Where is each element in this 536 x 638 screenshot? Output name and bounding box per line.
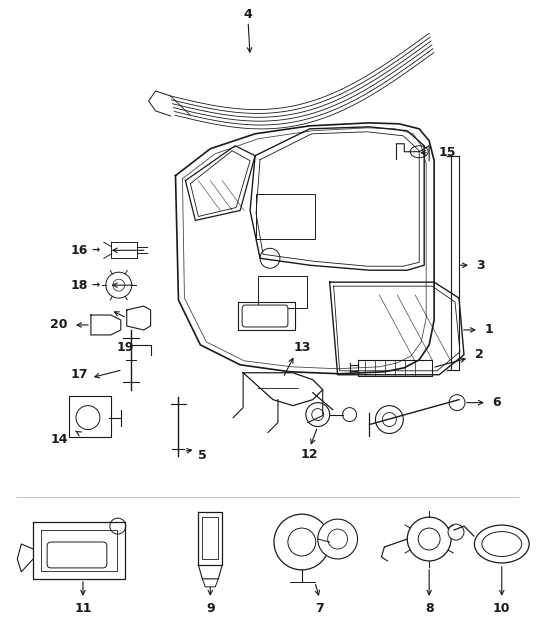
Text: 16: 16: [70, 244, 88, 257]
Circle shape: [110, 518, 126, 534]
Text: 12: 12: [301, 448, 318, 461]
Circle shape: [407, 517, 451, 561]
Text: 18: 18: [70, 279, 88, 292]
Circle shape: [76, 406, 100, 429]
Text: 15: 15: [438, 146, 456, 160]
Circle shape: [288, 528, 316, 556]
Text: 1: 1: [485, 323, 493, 336]
Text: 10: 10: [493, 602, 510, 615]
FancyBboxPatch shape: [258, 276, 307, 308]
Circle shape: [306, 403, 330, 427]
Text: 6: 6: [493, 396, 501, 409]
Text: 3: 3: [477, 259, 485, 272]
Text: →: →: [92, 280, 100, 290]
Circle shape: [274, 514, 330, 570]
FancyBboxPatch shape: [47, 542, 107, 568]
Text: 2: 2: [474, 348, 483, 361]
Ellipse shape: [482, 531, 522, 556]
Circle shape: [260, 248, 280, 268]
Text: 14: 14: [50, 433, 68, 446]
Circle shape: [375, 406, 403, 433]
Circle shape: [113, 279, 125, 291]
Circle shape: [448, 524, 464, 540]
Circle shape: [327, 529, 347, 549]
FancyBboxPatch shape: [242, 305, 288, 327]
Circle shape: [312, 408, 324, 420]
Circle shape: [318, 519, 358, 559]
Circle shape: [106, 272, 132, 298]
Text: 17: 17: [70, 368, 88, 382]
Text: 5: 5: [198, 449, 207, 462]
Circle shape: [382, 413, 396, 427]
FancyBboxPatch shape: [256, 193, 315, 239]
Text: 8: 8: [425, 602, 434, 615]
Text: →: →: [92, 245, 100, 255]
Text: 19: 19: [117, 341, 135, 354]
FancyBboxPatch shape: [69, 396, 111, 438]
Text: 11: 11: [74, 602, 92, 615]
Text: 20: 20: [50, 318, 68, 332]
Text: 9: 9: [206, 602, 214, 615]
Circle shape: [343, 408, 356, 422]
Ellipse shape: [410, 145, 428, 158]
Text: 13: 13: [293, 341, 310, 354]
Circle shape: [449, 395, 465, 411]
Circle shape: [418, 528, 440, 550]
Text: 4: 4: [244, 8, 252, 21]
Text: 7: 7: [315, 602, 324, 615]
Ellipse shape: [474, 525, 529, 563]
